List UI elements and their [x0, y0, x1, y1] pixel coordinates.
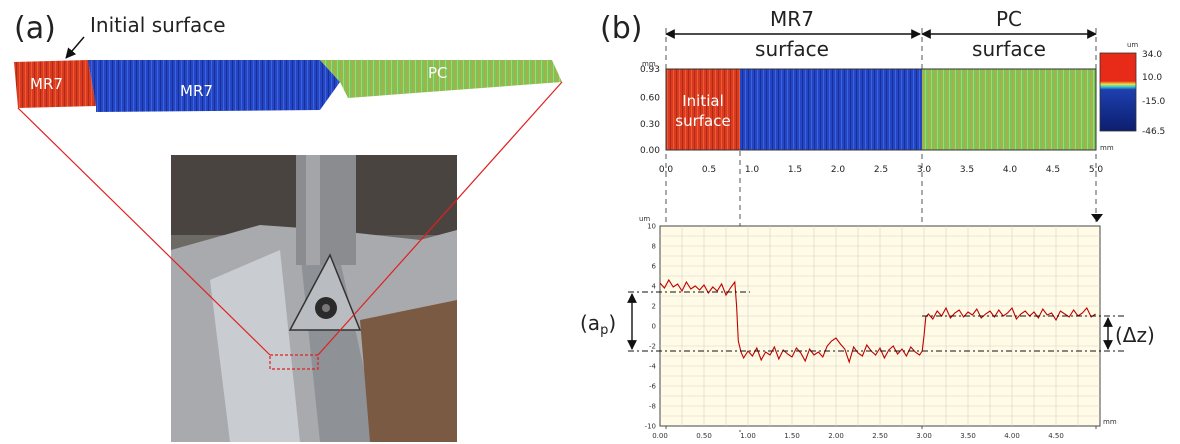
projection-line-left	[17, 107, 271, 356]
map-x-tick: 1.0	[745, 165, 760, 175]
profile-y-tick: 4	[652, 283, 657, 291]
profile-x-tick: 4.50	[1048, 432, 1064, 440]
map-x-tick: 3.0	[917, 165, 932, 175]
map-y-tick: 0.93	[640, 65, 660, 75]
map-x-ticks: 0.0 0.5 1.0 1.5 2.0 2.5 3.0 3.5 4.0 4.5 5.0	[659, 165, 1104, 175]
surface-strip-3d: MR7 MR7 PC	[14, 60, 562, 112]
zoom-region-box	[269, 354, 319, 370]
map-x-tick: 2.5	[874, 165, 888, 175]
profile-y-tick: 6	[652, 263, 657, 271]
profile-x-unit: mm	[1103, 418, 1117, 426]
profile-x-tick: 3.50	[960, 432, 976, 440]
mr7-region-subtitle: surface	[755, 37, 829, 61]
profile-y-ticks: 10 8 6 4 2 0 -2 -4 -6 -8 -10	[645, 223, 657, 431]
panel-a-label: (a)	[14, 11, 56, 46]
map-x-tick: 3.5	[960, 165, 974, 175]
pc-region-title: PC	[996, 7, 1022, 31]
panel-a: (a) Initial surface MR7 MR7 PC	[14, 11, 563, 442]
map-x-tick: 5.0	[1089, 165, 1104, 175]
profile-x-tick: 0.00	[652, 432, 668, 440]
pc-region-subtitle: surface	[972, 37, 1046, 61]
profile-y-tick: -6	[649, 383, 657, 391]
profile-y-tick: -8	[649, 403, 656, 411]
panel-b-label: (b)	[600, 11, 642, 46]
colorbar: um 34.0 10.0 -15.0 -46.5	[1099, 41, 1166, 137]
profile-y-tick: -10	[645, 423, 656, 431]
surface-height-map: Initial surface mm mm 0.93 0.60 0.30 0.00 0…	[640, 60, 1114, 175]
profile-y-tick: 2	[652, 303, 656, 311]
map-pc-region	[922, 69, 1096, 150]
map-y-tick: 0.30	[640, 120, 660, 130]
map-y-tick: 0.00	[640, 146, 660, 156]
map-initial-label-2: surface	[675, 112, 730, 130]
strip-initial-region	[14, 60, 96, 108]
profile-x-tick: 4.00	[1004, 432, 1020, 440]
ap-annotation: (ap)	[580, 311, 616, 338]
strip-label-initial: MR7	[30, 75, 63, 93]
map-y-unit: mm	[642, 60, 656, 68]
profile-x-tick: 0.50	[696, 432, 712, 440]
colorbar-tick-max: 34.0	[1142, 50, 1162, 60]
strip-label-mr7: MR7	[180, 82, 213, 100]
cursor-marker-icon	[1091, 214, 1103, 222]
map-initial-label-1: Initial	[682, 92, 724, 110]
colorbar-tick-3: -15.0	[1142, 97, 1166, 107]
strip-pc-region	[320, 60, 562, 98]
profile-x-tick: 1.00	[740, 432, 756, 440]
panel-b: (b) MR7 surface PC surface Initial surfa…	[580, 7, 1166, 440]
profile-x-tick: 1.50	[784, 432, 800, 440]
map-x-tick: 4.0	[1003, 165, 1018, 175]
profile-x-tick: 2.50	[872, 432, 888, 440]
profile-y-tick: 8	[652, 243, 656, 251]
dz-annotation: (Δz)	[1115, 323, 1155, 347]
map-x-unit: mm	[1100, 144, 1114, 152]
profile-y-tick: -4	[649, 363, 657, 371]
profile-grid	[660, 226, 1100, 426]
map-x-tick: 1.5	[788, 165, 802, 175]
profile-x-tick: 3.00	[916, 432, 932, 440]
profile-x-ticks: 0.00 0.50 1.00 1.50 2.00 2.50 3.00 3.50 4.00 4.50	[652, 432, 1064, 440]
map-y-ticks: 0.93 0.60 0.30 0.00	[640, 65, 660, 156]
profile-y-tick: -2	[649, 343, 656, 351]
machining-photo	[171, 155, 457, 442]
profile-series-line	[659, 278, 1096, 364]
map-x-tick: 0.5	[702, 165, 716, 175]
profile-chart: 10 8 6 4 2 0 -2 -4 -6 -8 -10 0.00 0.50 1.00 1.50 2.00 2…	[580, 214, 1155, 440]
profile-x-tick: 2.00	[828, 432, 844, 440]
profile-y-tick: 0	[652, 323, 656, 331]
initial-surface-callout: Initial surface	[90, 13, 226, 37]
strip-label-pc: PC	[428, 64, 448, 82]
map-x-tick: 2.0	[831, 165, 846, 175]
profile-y-tick: 10	[647, 223, 656, 231]
projection-line-right	[317, 81, 563, 356]
colorbar-tick-min: -46.5	[1142, 127, 1165, 137]
map-x-tick: 4.5	[1046, 165, 1060, 175]
strip-mr7-region	[88, 60, 340, 112]
colorbar-tick-2: 10.0	[1142, 73, 1162, 83]
profile-y-unit: um	[639, 215, 650, 223]
mr7-region-title: MR7	[770, 7, 814, 31]
callout-arrow	[65, 36, 85, 59]
map-x-tick: 0.0	[659, 165, 674, 175]
map-mr7-region	[740, 69, 922, 150]
map-y-tick: 0.60	[640, 94, 660, 104]
map-initial-region	[666, 69, 740, 150]
colorbar-unit: um	[1127, 41, 1138, 49]
